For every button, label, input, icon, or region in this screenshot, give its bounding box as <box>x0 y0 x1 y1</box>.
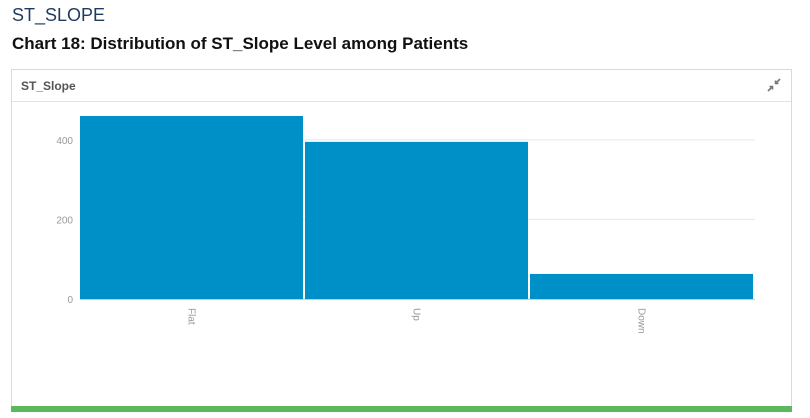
x-tick-label: Down <box>636 308 647 334</box>
y-tick-label: 0 <box>67 295 73 306</box>
panel-header: ST_Slope <box>12 70 791 102</box>
chart-caption: Chart 18: Distribution of ST_Slope Level… <box>12 34 469 53</box>
bar-flat[interactable] <box>80 116 303 299</box>
status-bar <box>11 406 792 412</box>
panel-title: ST_Slope <box>21 79 76 93</box>
bar-up[interactable] <box>305 141 528 299</box>
x-tick-label: Up <box>411 308 422 321</box>
x-tick-label: Flat <box>186 308 197 325</box>
y-tick-label: 200 <box>56 215 73 226</box>
collapse-arrows-icon[interactable] <box>767 78 781 92</box>
section-title: ST_SLOPE <box>12 5 106 25</box>
y-tick-label: 400 <box>56 136 73 147</box>
bar-down[interactable] <box>530 273 753 299</box>
